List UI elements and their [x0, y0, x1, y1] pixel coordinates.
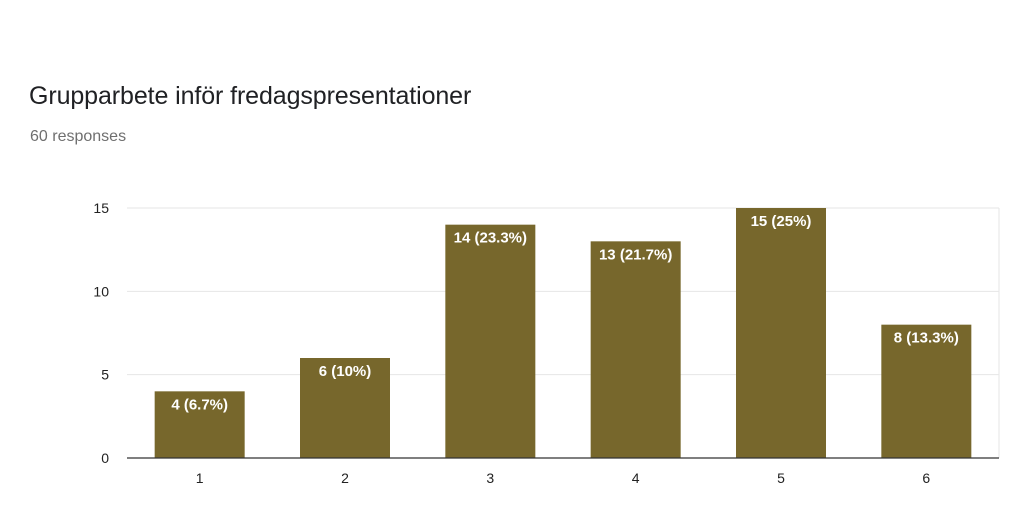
- y-tick-label: 10: [93, 283, 109, 299]
- bar: [154, 391, 245, 458]
- bar-data-label: 14 (23.3%): [454, 230, 527, 247]
- chart-title: Grupparbete inför fredagspresentationer: [29, 82, 472, 110]
- bar: [300, 358, 390, 458]
- x-tick-label: 6: [922, 470, 930, 486]
- response-count: 60 responses: [30, 128, 127, 145]
- x-tick-label: 3: [486, 470, 494, 486]
- y-tick-label: 15: [93, 200, 109, 216]
- y-tick-label: 0: [101, 450, 109, 466]
- bar-data-label: 15 (25%): [751, 213, 812, 230]
- bar: [881, 324, 972, 458]
- x-tick-label: 5: [777, 470, 785, 486]
- bar: [736, 208, 826, 458]
- bar-data-label: 6 (10%): [319, 363, 372, 380]
- bar: [445, 224, 536, 458]
- bar-data-label: 8 (13.3%): [894, 330, 959, 347]
- y-tick-label: 5: [101, 367, 109, 383]
- x-tick-label: 1: [196, 470, 204, 486]
- bar: [590, 241, 681, 458]
- bar-data-label: 4 (6.7%): [171, 396, 228, 413]
- x-tick-label: 4: [632, 470, 640, 486]
- x-tick-label: 2: [341, 470, 349, 486]
- bar-data-label: 13 (21.7%): [599, 246, 672, 263]
